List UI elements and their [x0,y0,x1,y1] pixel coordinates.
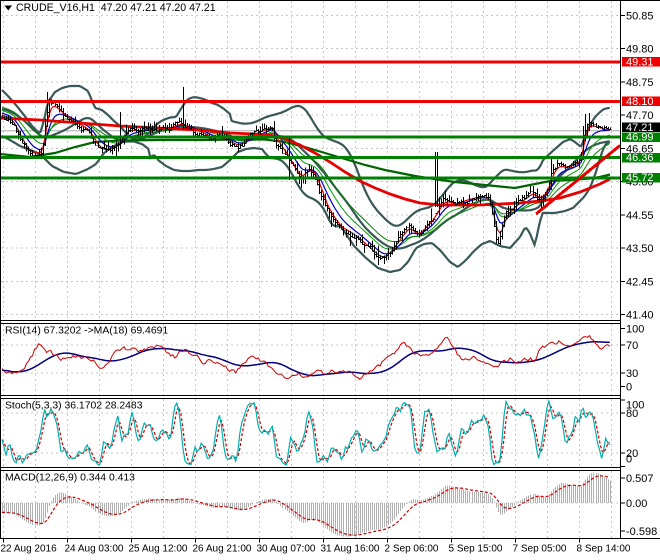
svg-text:70: 70 [626,340,638,352]
svg-text:0: 0 [626,382,632,394]
svg-text:MACD(12,26,9) 0.344 0.413: MACD(12,26,9) 0.344 0.413 [5,473,135,484]
svg-text:50.85: 50.85 [626,11,654,23]
svg-text:49.80: 49.80 [626,44,654,56]
svg-text:30 Aug 07:00: 30 Aug 07:00 [257,544,316,555]
svg-text:31 Aug 16:00: 31 Aug 16:00 [321,544,380,555]
svg-text:100: 100 [626,324,644,336]
svg-text:0.507: 0.507 [626,473,654,485]
svg-text:49.31: 49.31 [626,56,654,68]
svg-text:5 Sep 15:00: 5 Sep 15:00 [449,544,503,555]
svg-text:7 Sep 05:00: 7 Sep 05:00 [513,544,567,555]
svg-text:RSI(14) 67.3202 ->MA(18) 69.4: RSI(14) 67.3202 ->MA(18) 69.4691 [5,326,168,337]
svg-text:24 Aug 03:00: 24 Aug 03:00 [65,544,124,555]
svg-text:80: 80 [626,408,638,420]
svg-text:47.21: 47.21 [626,122,654,134]
svg-text:100: 100 [626,399,644,411]
svg-text:0.00: 0.00 [626,498,647,510]
svg-text:42.45: 42.45 [626,276,654,288]
svg-text:2 Sep 06:00: 2 Sep 06:00 [385,544,439,555]
svg-text:22 Aug 2016: 22 Aug 2016 [1,544,58,555]
svg-text:46.99: 46.99 [626,132,654,144]
svg-text:45.72: 45.72 [626,172,654,184]
svg-text:CRUDE_V16,H1 47.20 47.21 47.2: CRUDE_V16,H1 47.20 47.21 47.20 47.21 [16,2,216,14]
svg-text:-0.598: -0.598 [626,526,657,538]
svg-text:44.55: 44.55 [626,210,654,222]
svg-text:41.40: 41.40 [626,310,654,322]
svg-text:46.36: 46.36 [626,152,654,164]
svg-text:48.75: 48.75 [626,77,654,89]
svg-text:Stoch(5,3,3) 36.1702 28.2483: Stoch(5,3,3) 36.1702 28.2483 [5,401,143,412]
svg-text:48.10: 48.10 [626,96,654,108]
svg-text:30: 30 [626,368,638,380]
svg-text:26 Aug 21:00: 26 Aug 21:00 [193,544,252,555]
svg-text:0: 0 [626,453,632,465]
svg-text:25 Aug 12:00: 25 Aug 12:00 [129,544,188,555]
svg-text:20: 20 [626,448,638,460]
svg-text:47.70: 47.70 [626,110,654,122]
svg-text:43.50: 43.50 [626,243,654,255]
svg-text:46.65: 46.65 [626,143,654,155]
svg-text:8 Sep 14:00: 8 Sep 14:00 [577,544,631,555]
